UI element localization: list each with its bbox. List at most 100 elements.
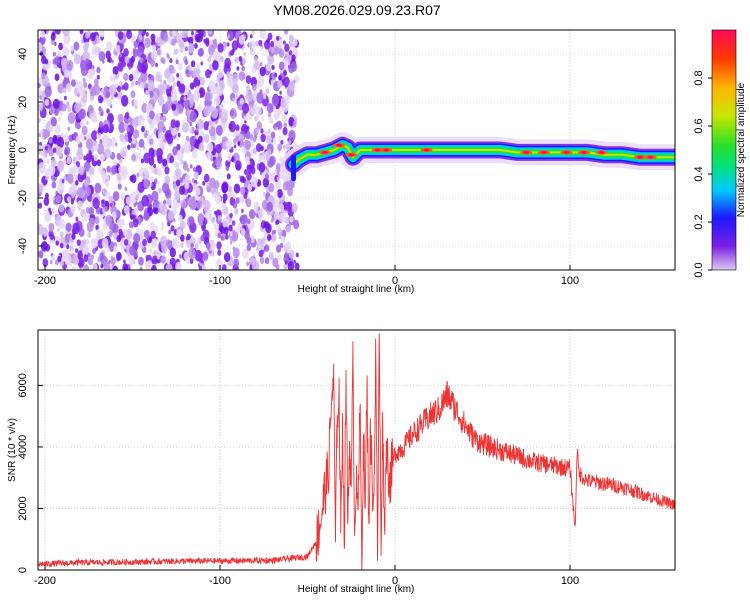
noise-blob <box>182 119 186 125</box>
noise-blob <box>284 260 288 265</box>
noise-blob <box>120 94 129 107</box>
noise-blob <box>119 53 122 58</box>
noise-blob <box>94 182 102 194</box>
noise-blob <box>107 248 110 253</box>
noise-blob <box>118 228 123 236</box>
noise-blob <box>78 103 82 108</box>
noise-blob <box>193 77 201 89</box>
noise-blob <box>82 213 88 222</box>
noise-blob <box>112 65 119 76</box>
noise-blob <box>265 154 271 162</box>
noise-blob <box>133 233 141 244</box>
noise-blob <box>197 104 203 113</box>
noise-blob <box>174 190 181 201</box>
noise-blob <box>207 56 212 63</box>
noise-blob <box>205 242 211 250</box>
noise-blob <box>73 41 80 51</box>
noise-blob <box>171 38 176 46</box>
noise-blob <box>127 116 132 123</box>
noise-blob <box>141 64 147 74</box>
noise-blob <box>78 165 85 176</box>
noise-blob <box>215 85 222 96</box>
noise-blob <box>140 125 145 133</box>
noise-blob <box>257 206 261 211</box>
noise-blob <box>199 76 205 86</box>
noise-blob <box>46 158 50 164</box>
noise-blob <box>238 71 245 81</box>
noise-blob <box>159 115 163 121</box>
noise-blob <box>46 131 51 137</box>
noise-blob <box>189 121 193 127</box>
noise-blob <box>138 34 143 41</box>
noise-blob <box>108 230 113 238</box>
noise-blob <box>208 80 216 92</box>
noise-blob <box>51 158 57 167</box>
noise-blob <box>172 82 176 87</box>
noise-blob <box>258 249 264 258</box>
noise-blob <box>207 30 213 35</box>
noise-blob <box>223 252 231 263</box>
noise-blob <box>252 147 257 155</box>
noise-blob <box>123 205 130 215</box>
colorbar-ticks: 0.0 0.2 0.4 0.6 0.8 <box>693 70 712 278</box>
noise-blob <box>123 259 126 264</box>
noise-blob <box>108 195 114 204</box>
noise-blob <box>211 218 215 224</box>
noise-blob <box>169 58 173 64</box>
noise-blob <box>41 55 47 64</box>
noise-blob <box>262 177 270 188</box>
noise-blob <box>271 64 275 71</box>
noise-blob <box>56 136 65 149</box>
snr-line <box>38 333 675 570</box>
noise-blob <box>181 201 186 209</box>
noise-blob <box>274 191 278 197</box>
noise-blob <box>277 143 283 152</box>
noise-blob <box>229 231 233 237</box>
noise-blob <box>123 82 129 91</box>
track-hotspot-core <box>423 148 430 152</box>
noise-blob <box>259 61 263 67</box>
noise-blob <box>98 132 102 137</box>
noise-blob <box>106 41 113 52</box>
colorbar <box>711 29 737 271</box>
noise-blob <box>59 231 64 238</box>
noise-blob <box>213 192 217 198</box>
noise-blob <box>208 124 212 131</box>
noise-blob <box>153 168 158 175</box>
noise-blob <box>208 105 213 113</box>
noise-blob <box>120 192 126 201</box>
noise-blob <box>188 216 195 226</box>
noise-blob <box>89 32 96 42</box>
noise-blob <box>126 30 133 40</box>
noise-blob <box>222 113 226 118</box>
noise-blob <box>227 153 232 161</box>
noise-blob <box>260 128 264 134</box>
noise-blob <box>162 158 168 167</box>
noise-blob <box>276 35 280 41</box>
noise-blob <box>197 212 205 224</box>
noise-blob <box>117 31 124 40</box>
noise-blob <box>59 259 64 267</box>
noise-blob <box>192 182 198 192</box>
noise-blob <box>226 75 234 87</box>
noise-blob <box>284 252 289 259</box>
noise-blob <box>187 42 195 54</box>
noise-blob <box>90 237 98 249</box>
noise-blob <box>205 209 213 221</box>
noise-blob <box>184 59 189 66</box>
noise-blob <box>44 192 49 199</box>
noise-blob <box>111 201 115 207</box>
noise-blob <box>178 254 182 259</box>
noise-blob <box>241 58 246 65</box>
colorbar-label: Normalized spectral amplitude <box>736 82 747 217</box>
noise-blob <box>236 66 240 71</box>
noise-blob <box>267 112 271 118</box>
y-tick-label: 2000 <box>17 496 29 520</box>
noise-blob <box>66 59 74 71</box>
noise-blob <box>176 72 180 78</box>
noise-blob <box>194 43 198 49</box>
noise-blob <box>269 155 276 166</box>
noise-blob <box>125 228 133 240</box>
noise-blob <box>242 248 249 259</box>
track-hotspot-core <box>637 155 643 159</box>
